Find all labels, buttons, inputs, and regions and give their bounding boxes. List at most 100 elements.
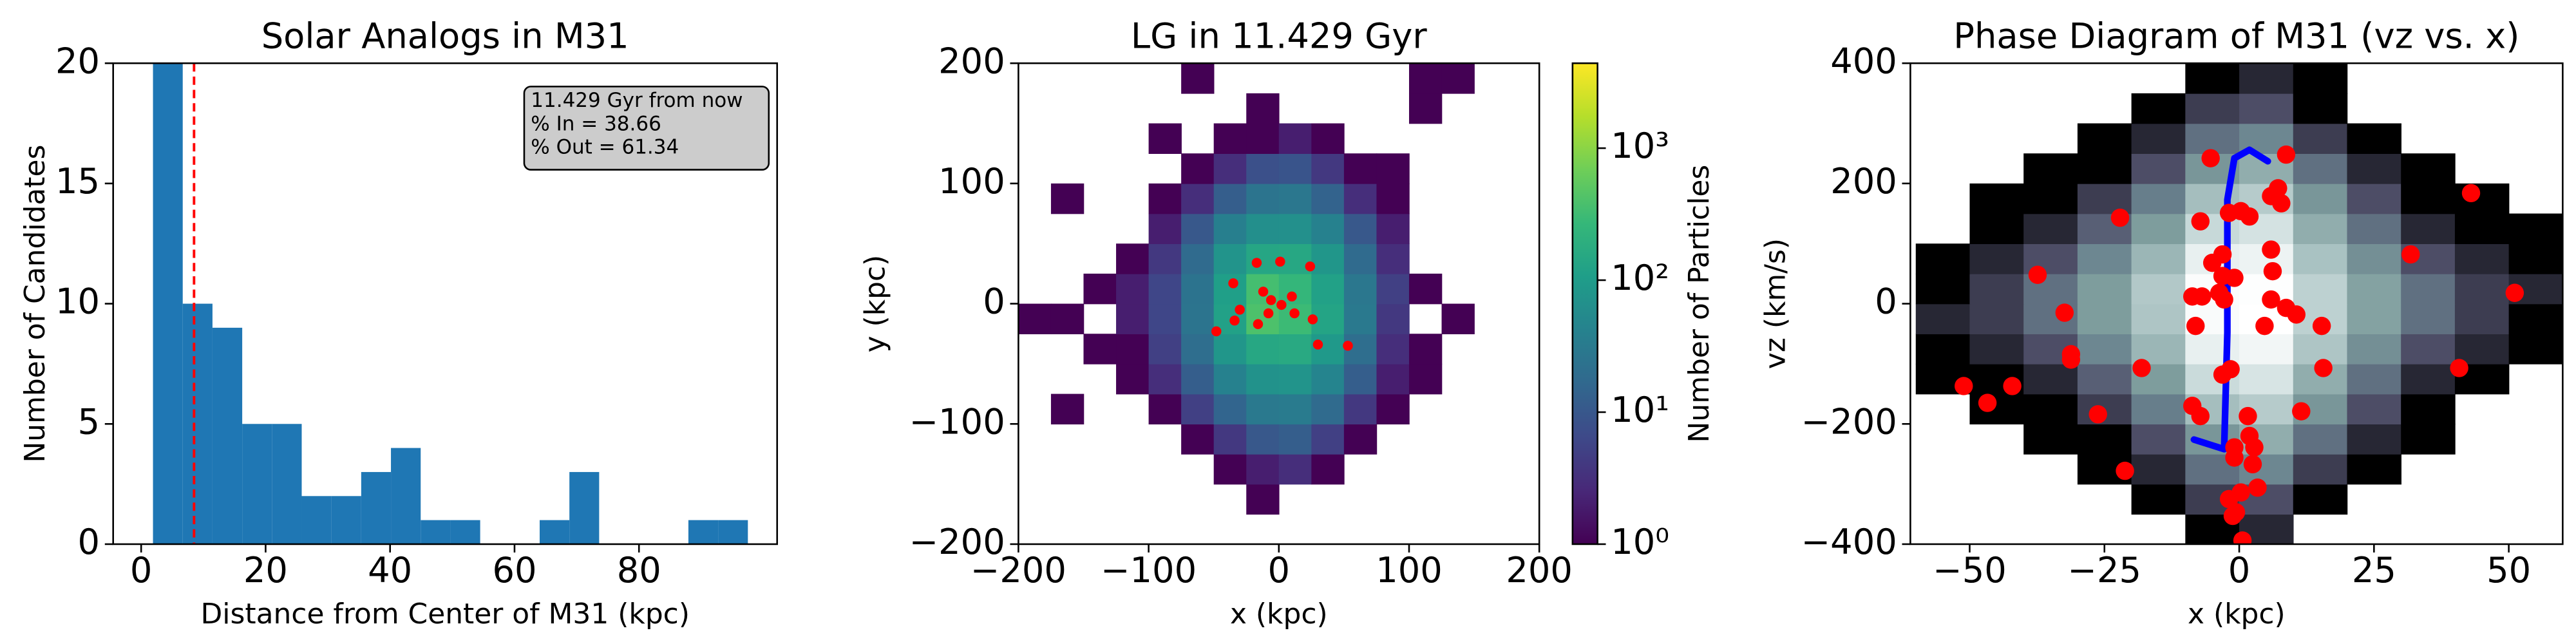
hist-cell xyxy=(2239,93,2294,124)
y-axis-label: y (kpc) xyxy=(859,255,892,353)
scatter-point xyxy=(2225,269,2244,287)
scatter-point xyxy=(2219,489,2239,509)
colorbar-label: Number of Particles xyxy=(1683,165,1716,443)
hist-cell xyxy=(1915,243,1971,274)
hist-cell xyxy=(1915,273,1971,305)
hist-cell xyxy=(1408,363,1443,395)
y-axis-label: vz (km/s) xyxy=(1759,238,1792,369)
hist-cell xyxy=(2347,393,2401,425)
hist-cell xyxy=(1376,334,1410,365)
hist-cell xyxy=(1246,183,1280,214)
scatter-point xyxy=(2262,290,2280,309)
scatter-point xyxy=(2028,265,2047,284)
annotation-text: % In = 38.66 xyxy=(531,112,661,135)
hist-cell xyxy=(2185,123,2240,154)
hist-cell xyxy=(1376,183,1410,214)
hist-cell xyxy=(2347,183,2401,214)
hist-cell xyxy=(2293,153,2348,184)
hist-cell xyxy=(2131,453,2186,485)
hist-cell xyxy=(1278,453,1312,485)
hist-cell xyxy=(1148,303,1182,335)
scatter-point xyxy=(1276,299,1287,310)
scatter-point xyxy=(2263,261,2282,281)
scatter-point xyxy=(2292,402,2311,421)
hist-cell xyxy=(2347,303,2401,335)
x-tick-label: 80 xyxy=(617,550,661,591)
hist-cell xyxy=(1116,243,1150,274)
hist-cell xyxy=(1213,393,1247,425)
hist-cell xyxy=(2347,243,2401,274)
scatter-point xyxy=(2186,316,2205,336)
hist-cell xyxy=(1311,424,1345,455)
hist-cell xyxy=(2131,153,2186,184)
scatter-point xyxy=(2450,359,2468,377)
hist-cell xyxy=(1278,424,1312,455)
hist-cell xyxy=(2023,363,2078,395)
scatter-point xyxy=(1978,393,1997,412)
hist-cell xyxy=(1246,243,1280,274)
hist-cell xyxy=(1311,183,1345,214)
hist-cell xyxy=(2131,123,2186,154)
x-tick-label: 20 xyxy=(243,550,288,591)
annotation-text: % Out = 61.34 xyxy=(531,135,679,158)
hist-cell xyxy=(1148,273,1182,305)
hist-cell xyxy=(1213,363,1247,395)
hist-cell xyxy=(2077,424,2132,455)
hist-cell xyxy=(1050,303,1084,335)
scatter-point xyxy=(2262,240,2280,259)
hist-cell xyxy=(1083,273,1117,305)
scatter-point xyxy=(1343,341,1353,351)
scatter-point xyxy=(2003,377,2022,395)
x-tick-label: 0 xyxy=(130,550,153,591)
hist-cell xyxy=(2023,424,2078,455)
hist-cell xyxy=(1969,273,2024,305)
hist-cell xyxy=(1343,183,1378,214)
y-tick-label: 15 xyxy=(55,161,100,202)
hist-cell xyxy=(1213,123,1247,154)
hist-cell xyxy=(2401,153,2456,184)
hist-cell xyxy=(2077,334,2132,365)
scatter-point xyxy=(2505,283,2524,302)
hist-cell xyxy=(1343,303,1378,335)
x-tick-label: 50 xyxy=(2486,550,2531,591)
plot-area xyxy=(1915,63,2563,544)
chart-title: Phase Diagram of M31 (vz vs. x) xyxy=(1953,16,2519,57)
scatter-point xyxy=(1287,291,1297,302)
scatter-point xyxy=(1955,377,1973,395)
scatter-point xyxy=(2312,316,2331,336)
colorbar-tick-label: 10³ xyxy=(1611,126,1669,166)
hist-cell xyxy=(1408,93,1443,124)
hist-cell xyxy=(1278,183,1312,214)
hist-cell xyxy=(2347,273,2401,305)
scatter-point xyxy=(1258,287,1269,297)
hist-cell xyxy=(1969,243,2024,274)
scatter-point xyxy=(2213,365,2232,384)
scatter-point xyxy=(2225,448,2244,467)
bar xyxy=(450,520,480,544)
bar xyxy=(361,471,392,544)
hist-cell xyxy=(2077,243,2132,274)
hist-cell xyxy=(2293,93,2348,124)
scatter-point xyxy=(2314,359,2333,377)
bar xyxy=(391,448,421,544)
hist-cell xyxy=(1278,123,1312,154)
hist-cell xyxy=(1213,424,1247,455)
colorbar-tick-label: 10² xyxy=(1611,258,1669,298)
hist-cell xyxy=(2023,393,2078,425)
hist-cell xyxy=(1246,453,1280,485)
hist-cell xyxy=(1181,273,1215,305)
hist-cell xyxy=(2454,273,2510,305)
hist-cell xyxy=(2454,334,2510,365)
scatter-point xyxy=(2287,305,2306,324)
bar xyxy=(688,520,719,544)
chart-title: LG in 11.429 Gyr xyxy=(1131,16,1427,57)
hist-cell xyxy=(1246,393,1280,425)
y-tick-label: 20 xyxy=(55,41,100,81)
hist-cell xyxy=(1278,213,1312,245)
scatter-point xyxy=(1228,278,1238,289)
x-axis-label: Distance from Center of M31 (kpc) xyxy=(200,598,689,630)
x-tick-label: −50 xyxy=(1933,550,2007,591)
hist-cell xyxy=(2508,243,2563,274)
bar xyxy=(301,496,332,544)
